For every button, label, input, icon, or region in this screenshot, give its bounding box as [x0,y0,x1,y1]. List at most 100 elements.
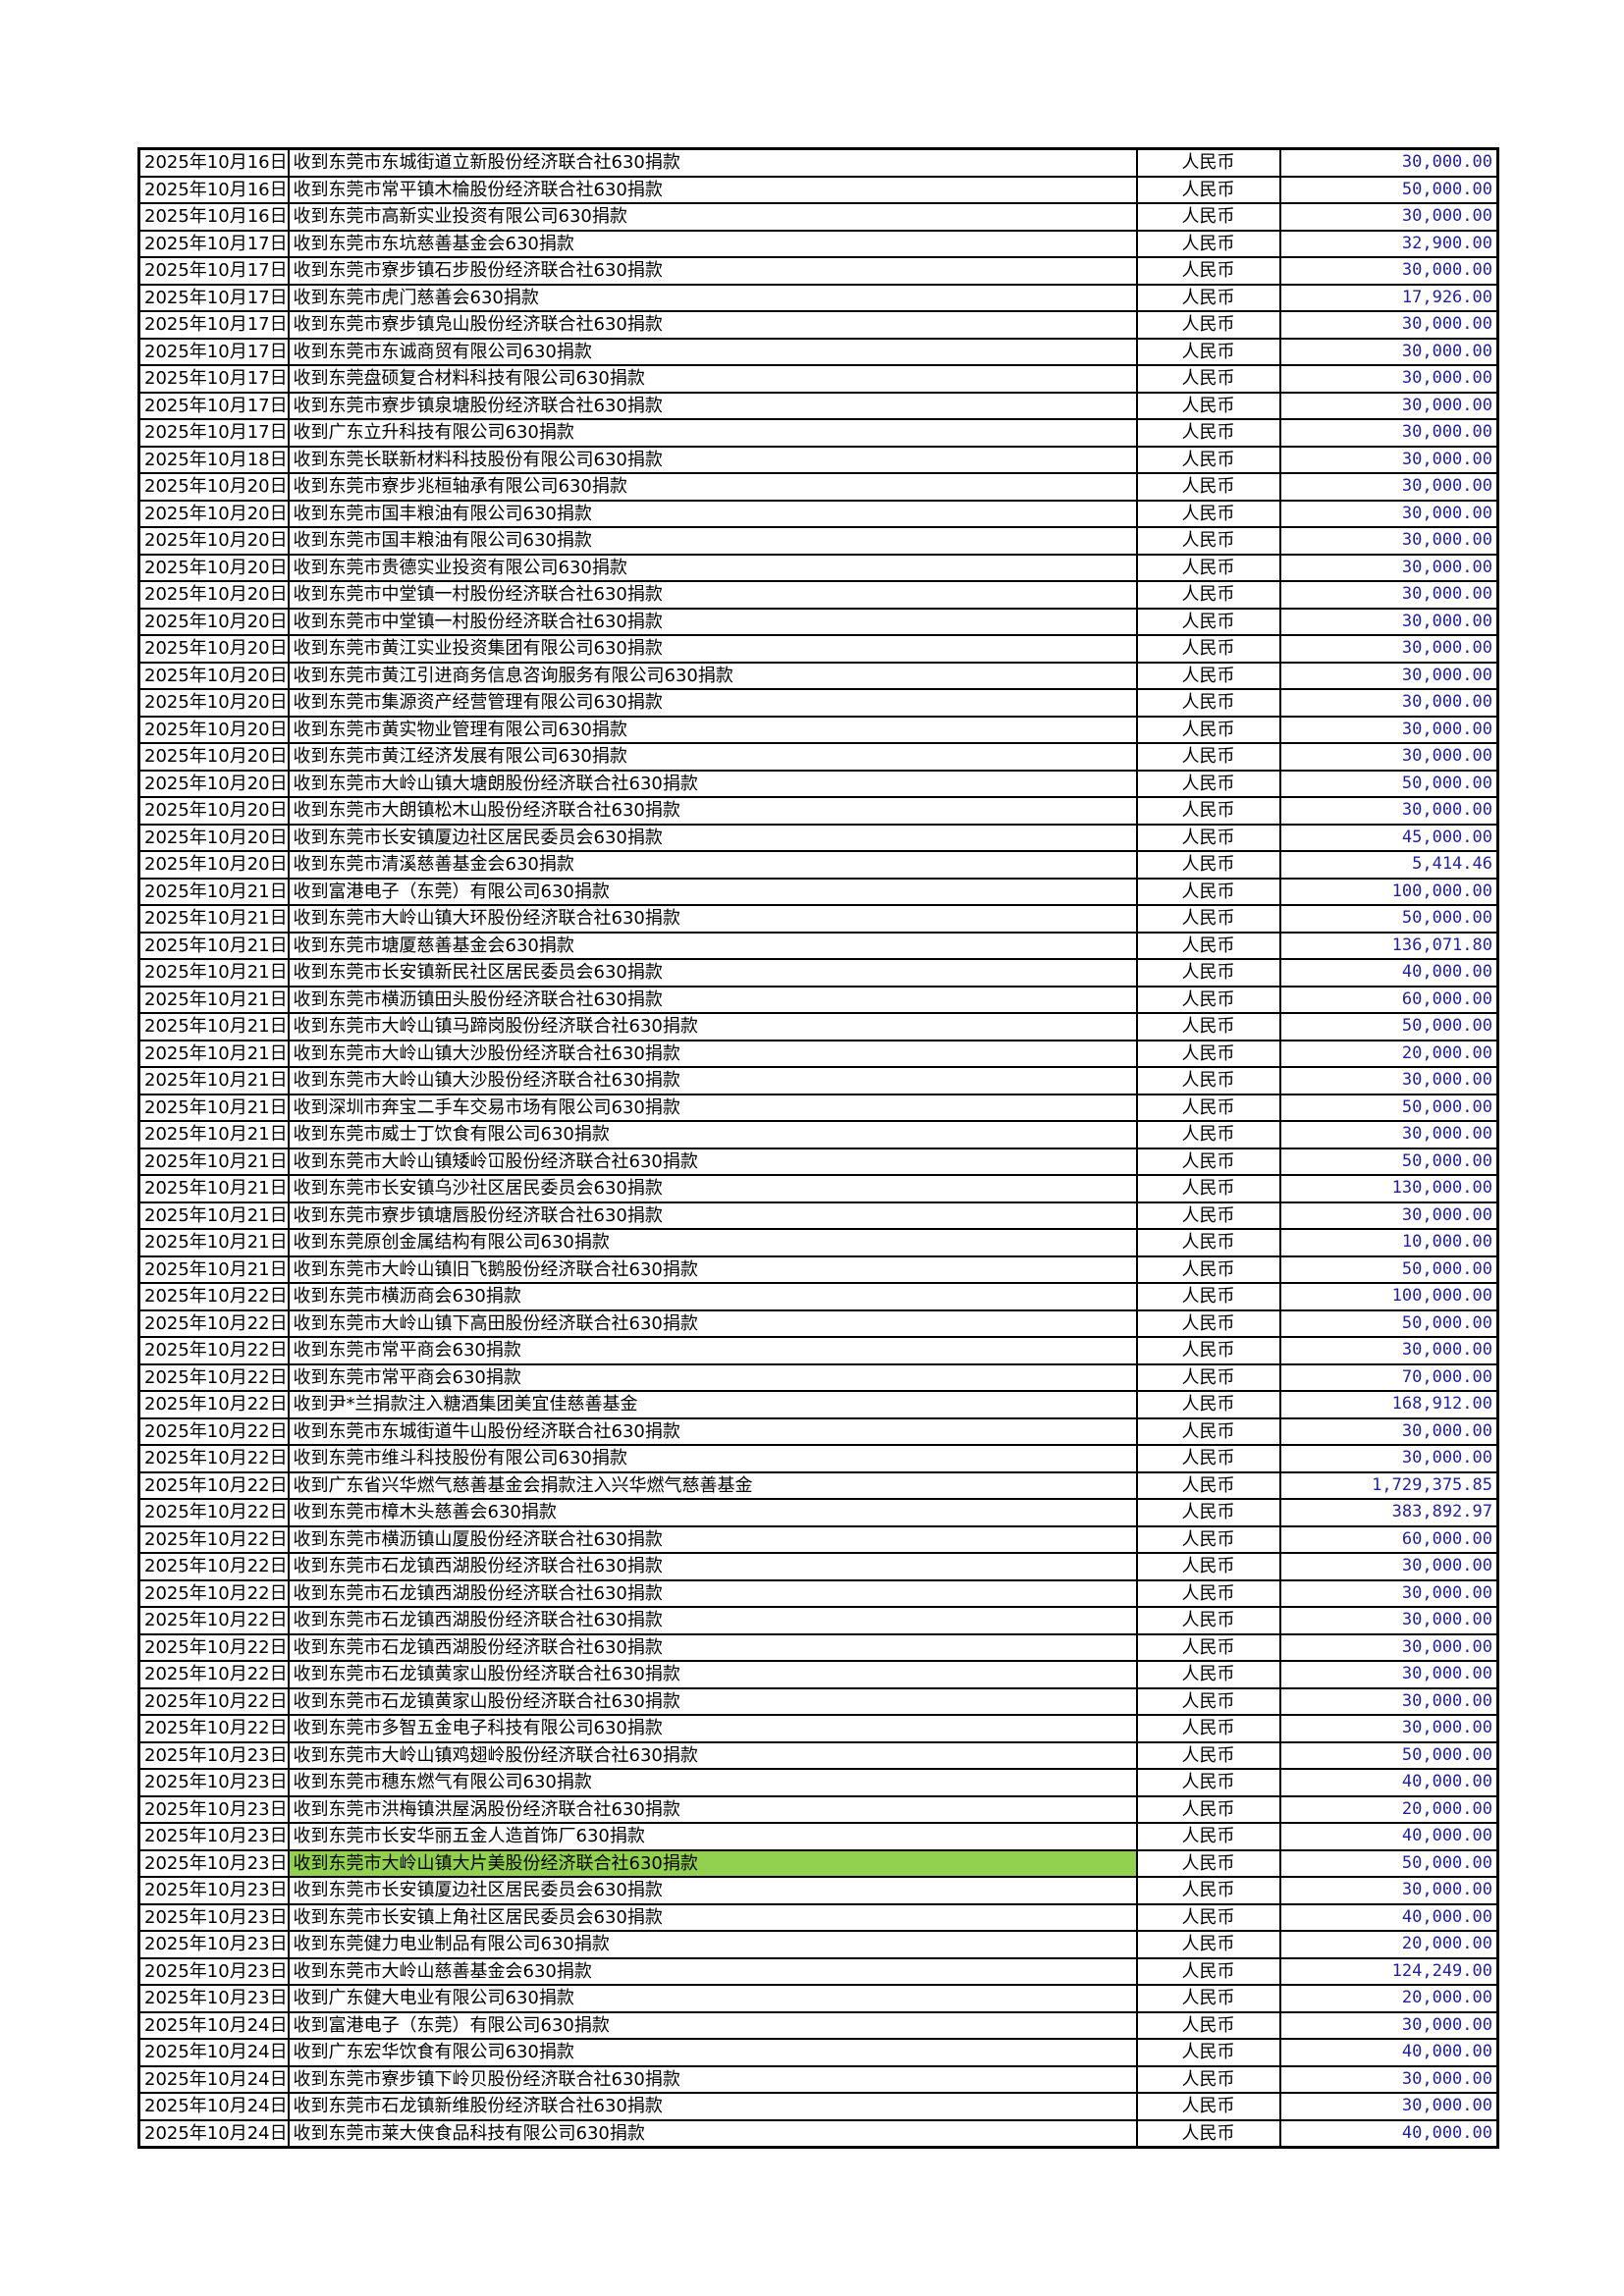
description-cell: 收到东莞市石龙镇西湖股份经济联合社630捐款 [287,1632,1138,1662]
date-cell: 2025年10月20日 [137,580,290,610]
amount-cell: 30,000.00 [1278,147,1499,178]
amount-cell: 30,000.00 [1278,1606,1499,1635]
currency-cell: 人民币 [1135,1228,1281,1257]
table-row: 2025年10月23日 收到东莞市大岭山镇大片美股份经济联合社630捐款 人民币 50… [137,1848,1499,1878]
table-row: 2025年10月17日 收到东莞市东诚商贸有限公司630捐款 人民币 30,000.0… [137,337,1499,366]
amount-cell: 30,000.00 [1278,1201,1499,1230]
date-cell: 2025年10月22日 [137,1524,290,1554]
table-row: 2025年10月22日 收到东莞市石龙镇西湖股份经济联合社630捐款 人民币 30,0… [137,1578,1499,1608]
currency-cell: 人民币 [1135,1498,1281,1527]
currency-cell: 人民币 [1135,1174,1281,1203]
date-cell: 2025年10月20日 [137,796,290,826]
description-cell: 收到东莞市横沥镇田头股份经济联合社630捐款 [287,985,1138,1014]
table-row: 2025年10月23日 收到东莞市洪梅镇洪屋涡股份经济联合社630捐款 人民币 20,… [137,1794,1499,1824]
description-cell: 收到东莞市高新实业投资有限公司630捐款 [287,202,1138,232]
currency-cell: 人民币 [1135,418,1281,448]
description-cell: 收到东莞市东城街道立新股份经济联合社630捐款 [287,147,1138,178]
amount-cell: 30,000.00 [1278,2010,1499,2040]
amount-cell: 30,000.00 [1278,1336,1499,1365]
currency-cell: 人民币 [1135,1740,1281,1770]
description-cell: 收到东莞市黄实物业管理有限公司630捐款 [287,715,1138,744]
date-cell: 2025年10月23日 [137,1956,290,1986]
date-cell: 2025年10月21日 [137,1066,290,1095]
table-row: 2025年10月17日 收到东莞盘硕复合材料科技有限公司630捐款 人民币 30,00… [137,364,1499,394]
date-cell: 2025年10月17日 [137,418,290,448]
description-cell: 收到东莞市大岭山镇大环股份经济联合社630捐款 [287,904,1138,934]
date-cell: 2025年10月22日 [137,1308,290,1338]
table-row: 2025年10月24日 收到东莞市莱大侠食品科技有限公司630捐款 人民币 40,00… [137,2118,1499,2149]
amount-cell: 30,000.00 [1278,499,1499,528]
table-row: 2025年10月21日 收到富港电子（东莞）有限公司630捐款 人民币 100,000… [137,877,1499,906]
table-row: 2025年10月21日 收到东莞市大岭山镇矮岭冚股份经济联合社630捐款 人民币 50… [137,1147,1499,1176]
currency-cell: 人民币 [1135,1012,1281,1041]
date-cell: 2025年10月21日 [137,1174,290,1203]
table-row: 2025年10月16日 收到东莞市东城街道立新股份经济联合社630捐款 人民币 30,… [137,147,1499,178]
date-cell: 2025年10月21日 [137,904,290,934]
description-cell: 收到东莞市常平商会630捐款 [287,1362,1138,1392]
description-cell: 收到广东立升科技有限公司630捐款 [287,418,1138,448]
description-cell: 收到东莞市长安镇乌沙社区居民委员会630捐款 [287,1174,1138,1203]
currency-cell: 人民币 [1135,1686,1281,1716]
currency-cell: 人民币 [1135,742,1281,772]
date-cell: 2025年10月17日 [137,283,290,312]
table-row: 2025年10月21日 收到东莞市威士丁饮食有限公司630捐款 人民币 30,000.… [137,1120,1499,1149]
description-cell: 收到东莞市维斗科技股份有限公司630捐款 [287,1444,1138,1473]
currency-cell: 人民币 [1135,1956,1281,1986]
amount-cell: 30,000.00 [1278,607,1499,636]
description-cell: 收到东莞市集源资产经营管理有限公司630捐款 [287,688,1138,718]
amount-cell: 50,000.00 [1278,175,1499,204]
currency-cell: 人民币 [1135,1714,1281,1743]
table-row: 2025年10月24日 收到广东宏华饮食有限公司630捐款 人民币 40,000.00 [137,2038,1499,2067]
table-row: 2025年10月21日 收到深圳市奔宝二手车交易市场有限公司630捐款 人民币 50,… [137,1093,1499,1122]
amount-cell: 5,414.46 [1278,850,1499,880]
currency-cell: 人民币 [1135,1444,1281,1473]
currency-cell: 人民币 [1135,1039,1281,1068]
description-cell: 收到东莞市石龙镇黄家山股份经济联合社630捐款 [287,1686,1138,1716]
date-cell: 2025年10月24日 [137,2010,290,2040]
description-cell: 收到东莞盘硕复合材料科技有限公司630捐款 [287,364,1138,394]
currency-cell: 人民币 [1135,499,1281,528]
date-cell: 2025年10月21日 [137,958,290,988]
currency-cell: 人民币 [1135,445,1281,474]
amount-cell: 50,000.00 [1278,904,1499,934]
amount-cell: 40,000.00 [1278,2118,1499,2149]
currency-cell: 人民币 [1135,661,1281,690]
date-cell: 2025年10月22日 [137,1578,290,1608]
currency-cell: 人民币 [1135,580,1281,610]
table-row: 2025年10月21日 收到东莞市塘厦慈善基金会630捐款 人民币 136,071.8… [137,931,1499,960]
amount-cell: 1,729,375.85 [1278,1470,1499,1500]
currency-cell: 人民币 [1135,1362,1281,1392]
date-cell: 2025年10月16日 [137,202,290,232]
table-row: 2025年10月23日 收到东莞市长安镇厦边社区居民委员会630捐款 人民币 30,0… [137,1876,1499,1905]
date-cell: 2025年10月21日 [137,1255,290,1284]
description-cell: 收到东莞健力电业制品有限公司630捐款 [287,1930,1138,1959]
amount-cell: 30,000.00 [1278,1632,1499,1662]
date-cell: 2025年10月22日 [137,1552,290,1581]
amount-cell: 50,000.00 [1278,1740,1499,1770]
currency-cell: 人民币 [1135,337,1281,366]
amount-cell: 100,000.00 [1278,877,1499,906]
description-cell: 收到东莞市大岭山慈善基金会630捐款 [287,1956,1138,1986]
description-cell: 收到东莞市大岭山镇鸡翅岭股份经济联合社630捐款 [287,1740,1138,1770]
description-cell: 收到东莞市多智五金电子科技有限公司630捐款 [287,1714,1138,1743]
amount-cell: 30,000.00 [1278,445,1499,474]
amount-cell: 30,000.00 [1278,1660,1499,1689]
amount-cell: 50,000.00 [1278,1012,1499,1041]
date-cell: 2025年10月21日 [137,985,290,1014]
amount-cell: 136,071.80 [1278,931,1499,960]
amount-cell: 20,000.00 [1278,1039,1499,1068]
currency-cell: 人民币 [1135,1147,1281,1176]
table-row: 2025年10月23日 收到东莞市长安镇上角社区居民委员会630捐款 人民币 40,0… [137,1902,1499,1932]
amount-cell: 30,000.00 [1278,337,1499,366]
table-row: 2025年10月20日 收到东莞市大岭山镇大塘朗股份经济联合社630捐款 人民币 50… [137,769,1499,798]
description-cell: 收到东莞原创金属结构有限公司630捐款 [287,1228,1138,1257]
table-row: 2025年10月21日 收到东莞市寮步镇塘唇股份经济联合社630捐款 人民币 30,0… [137,1201,1499,1230]
amount-cell: 30,000.00 [1278,1066,1499,1095]
date-cell: 2025年10月20日 [137,634,290,664]
description-cell: 收到东莞市清溪慈善基金会630捐款 [287,850,1138,880]
table-row: 2025年10月16日 收到东莞市高新实业投资有限公司630捐款 人民币 30,000… [137,202,1499,232]
description-cell: 收到东莞市长安镇上角社区居民委员会630捐款 [287,1902,1138,1932]
date-cell: 2025年10月22日 [137,1660,290,1689]
description-cell: 收到东莞市石龙镇新维股份经济联合社630捐款 [287,2092,1138,2121]
date-cell: 2025年10月21日 [137,1120,290,1149]
